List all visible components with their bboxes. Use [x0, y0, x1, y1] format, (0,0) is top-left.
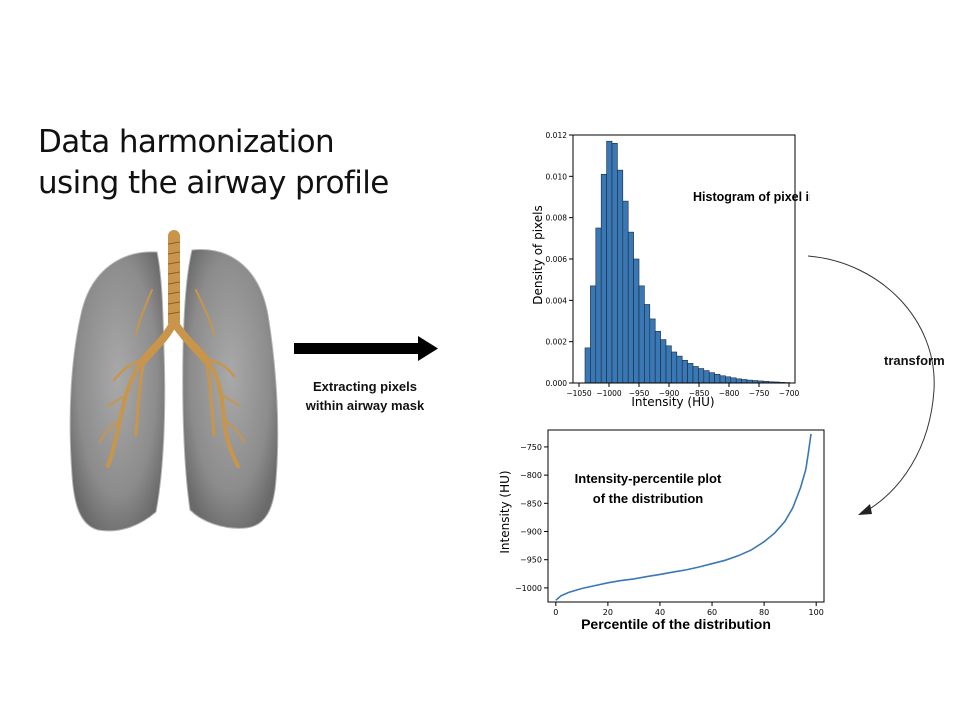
percentile-x-axis-label: Percentile of the distribution — [581, 616, 771, 632]
percentile-x-tick-label: 80 — [759, 608, 769, 617]
histogram-title: Histogram of pixel intensity — [693, 190, 810, 204]
histogram-bar — [698, 368, 705, 384]
histogram-bar — [714, 374, 721, 384]
histogram-y-tick-label: 0.000 — [546, 379, 568, 388]
slide-title: Data harmonization using the airway prof… — [38, 122, 389, 204]
percentile-x-axis-ticks: 0 20 40 60 80 100 — [553, 602, 824, 617]
histogram-bar — [600, 173, 607, 384]
histogram-x-tick-label: −1050 — [566, 389, 592, 398]
airway-tree — [99, 230, 245, 468]
extraction-arrow-icon — [294, 336, 438, 361]
histogram-bar — [741, 379, 748, 384]
percentile-chart: −1000 −950 −900 −850 −800 −750 0 20 40 60 80 100 I… — [498, 429, 825, 632]
histogram-y-tick-label: 0.002 — [546, 338, 568, 347]
histogram-y-tick-label: 0.004 — [546, 296, 568, 305]
percentile-x-tick-label: 20 — [603, 608, 613, 617]
histogram-chart: 0.000 0.002 0.004 0.006 0.008 0.010 0.012 −105… — [531, 131, 810, 409]
arrow-caption-line-2: within airway mask — [305, 398, 425, 413]
histogram-bars — [584, 140, 791, 384]
lung-airway-image — [69, 230, 279, 532]
histogram-bar — [606, 140, 613, 384]
histogram-bar — [725, 376, 732, 384]
histogram-bar — [627, 231, 634, 384]
histogram-bar — [633, 258, 640, 384]
histogram-bar — [692, 366, 699, 384]
histogram-bar — [622, 200, 629, 384]
histogram-bar — [649, 318, 656, 384]
histogram-bar — [676, 355, 683, 384]
histogram-x-tick-label: −850 — [689, 389, 710, 398]
percentile-y-tick-label: −900 — [520, 528, 542, 537]
histogram-x-tick-label: −900 — [659, 389, 680, 398]
histogram-y-tick-label: 0.008 — [546, 214, 568, 223]
histogram-bar — [687, 363, 694, 384]
histogram-plot-frame — [572, 134, 796, 384]
percentile-x-tick-label: 40 — [655, 608, 665, 617]
histogram-x-axis-ticks: −1050 −1000 −950 −900 −850 −800 −750 −700 — [566, 383, 800, 398]
histogram-bar — [665, 345, 672, 384]
histogram-x-tick-label: −1000 — [596, 389, 622, 398]
left-lung-shape — [69, 251, 166, 532]
arrow-caption-line-1: Extracting pixels — [312, 379, 418, 394]
histogram-bar — [638, 285, 645, 384]
percentile-x-tick-label: 60 — [707, 608, 717, 617]
histogram-bar — [644, 304, 651, 384]
percentile-y-tick-label: −1000 — [515, 584, 542, 593]
percentile-y-tick-label: −750 — [520, 443, 542, 452]
histogram-bar — [595, 227, 602, 384]
histogram-y-tick-label: 0.010 — [546, 172, 568, 181]
percentile-y-tick-label: −950 — [520, 556, 542, 565]
right-lung-shape — [182, 249, 279, 529]
percentile-title-line-2: of the distribution — [593, 491, 704, 506]
histogram-bar — [617, 169, 624, 384]
percentile-y-axis-label: Intensity (HU) — [498, 470, 512, 553]
histogram-bar — [654, 331, 661, 384]
transform-label: transform — [884, 353, 945, 368]
histogram-y-axis-label: Density of pixels — [531, 205, 545, 304]
percentile-x-tick-label: 100 — [809, 608, 824, 617]
histogram-bar — [703, 370, 710, 384]
histogram-bar — [735, 378, 742, 384]
histogram-x-tick-label: −750 — [749, 389, 770, 398]
histogram-bar — [708, 372, 715, 384]
percentile-plot-frame — [547, 429, 825, 603]
percentile-title-line-1: Intensity-percentile plot — [575, 471, 722, 486]
histogram-bar — [719, 375, 726, 384]
histogram-x-axis-label: Intensity (HU) — [631, 395, 714, 409]
histogram-bar — [584, 347, 591, 384]
histogram-bar — [681, 359, 688, 384]
slide-title-line-1: Data harmonization — [38, 124, 335, 160]
histogram-bar — [660, 339, 667, 384]
histogram-x-tick-label: −800 — [719, 389, 740, 398]
percentile-y-tick-label: −850 — [520, 499, 542, 508]
slide-title-line-2: using the airway profile — [38, 165, 389, 201]
histogram-y-axis-ticks: 0.000 0.002 0.004 0.006 0.008 0.010 0.012 — [546, 131, 573, 388]
transform-arrow-icon — [807, 255, 935, 515]
histogram-bar — [590, 285, 597, 384]
histogram-bar — [671, 351, 678, 384]
histogram-bar — [611, 142, 618, 384]
histogram-bar — [730, 377, 737, 384]
percentile-x-tick-label: 0 — [553, 608, 558, 617]
arrow-caption: Extracting pixels within airway mask — [280, 377, 450, 415]
histogram-x-tick-label: −950 — [629, 389, 650, 398]
percentile-y-axis-ticks: −1000 −950 −900 −850 −800 −750 — [515, 443, 548, 593]
percentile-curve — [555, 433, 812, 601]
histogram-y-tick-label: 0.012 — [546, 131, 568, 140]
histogram-x-tick-label: −700 — [779, 389, 800, 398]
percentile-y-tick-label: −800 — [520, 471, 542, 480]
airway-rings — [167, 241, 181, 315]
histogram-y-tick-label: 0.006 — [546, 255, 568, 264]
